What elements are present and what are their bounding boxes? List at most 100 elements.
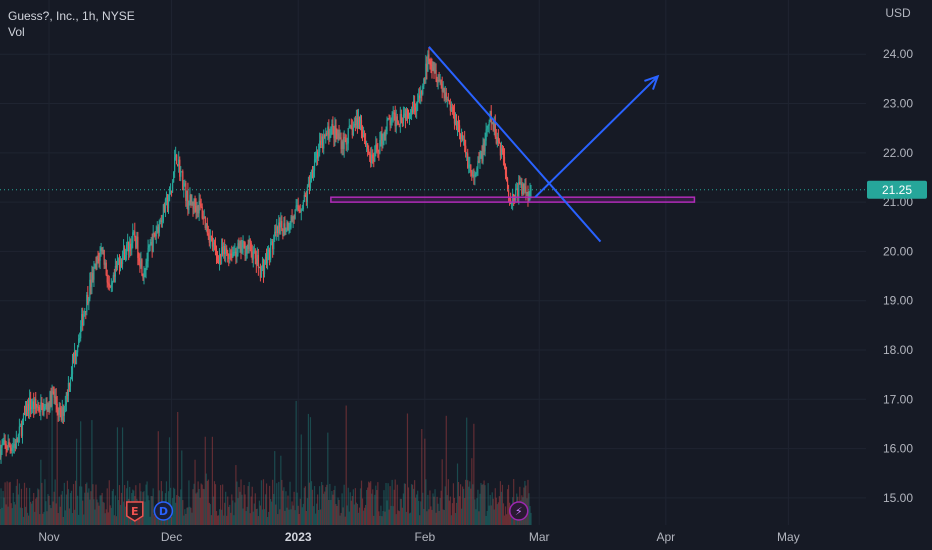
trendline[interactable] bbox=[428, 46, 602, 243]
volume-bar bbox=[285, 491, 287, 525]
candle-body bbox=[313, 159, 316, 171]
volume-bar bbox=[222, 484, 224, 525]
candle-body bbox=[369, 153, 371, 155]
volume-bar bbox=[331, 491, 333, 525]
volume-bar bbox=[343, 484, 345, 525]
volume-bar bbox=[479, 493, 481, 525]
candle-body bbox=[166, 197, 169, 209]
volume-bar bbox=[89, 499, 91, 525]
drawings[interactable] bbox=[0, 46, 866, 243]
volume-bar bbox=[496, 504, 498, 525]
volume-bar bbox=[40, 459, 42, 525]
volume-bar bbox=[209, 504, 211, 525]
volume-bar bbox=[157, 431, 159, 525]
candle-body bbox=[320, 140, 322, 145]
candle-body bbox=[358, 116, 361, 122]
candle-body bbox=[501, 148, 504, 152]
candle-body bbox=[405, 108, 408, 120]
candle-body bbox=[120, 261, 123, 265]
volume-bar bbox=[234, 502, 236, 525]
volume-bar bbox=[1, 507, 3, 525]
candle-body bbox=[145, 263, 147, 271]
event-markers[interactable]: E D ⚡ bbox=[126, 501, 529, 522]
volume-bar bbox=[419, 515, 421, 525]
candle-body bbox=[404, 113, 407, 120]
volume-bar bbox=[335, 504, 337, 525]
volume-bar bbox=[184, 509, 186, 525]
candle-body bbox=[110, 284, 112, 288]
candle-body bbox=[212, 242, 215, 247]
volume-bar bbox=[87, 492, 89, 525]
candle-body bbox=[147, 247, 149, 262]
time-axis[interactable]: Nov Dec 2023 Feb Mar Apr May bbox=[38, 530, 799, 544]
candle-body bbox=[323, 135, 325, 149]
volume-bar bbox=[416, 494, 418, 525]
volume-bar bbox=[358, 507, 361, 525]
candle-body bbox=[468, 164, 470, 168]
volume-bar bbox=[322, 485, 324, 525]
volume-bar bbox=[62, 516, 64, 525]
volume-bar bbox=[68, 508, 71, 525]
volume-bar bbox=[359, 488, 362, 525]
candle-body bbox=[127, 241, 129, 245]
volume-bar bbox=[311, 489, 314, 525]
volume-bar bbox=[303, 487, 305, 525]
candle-body bbox=[379, 139, 381, 153]
candle-body bbox=[217, 259, 220, 264]
volume-bar bbox=[72, 484, 75, 525]
volume-bar bbox=[434, 489, 436, 525]
volume-bar bbox=[333, 489, 335, 525]
candle-body bbox=[484, 140, 486, 152]
volume-bar bbox=[469, 481, 471, 525]
volume-bar bbox=[369, 482, 371, 525]
volume-bar bbox=[101, 492, 103, 525]
projection-arrow[interactable] bbox=[534, 75, 659, 198]
volume-bar bbox=[260, 480, 263, 525]
volume-bar bbox=[26, 512, 29, 525]
volume-bar bbox=[61, 491, 63, 525]
candle-body bbox=[354, 123, 356, 126]
volume-bar bbox=[286, 507, 288, 525]
candle-body bbox=[60, 409, 62, 421]
candle-body bbox=[98, 258, 100, 261]
volume-bar bbox=[448, 500, 450, 525]
volume-bar bbox=[247, 486, 249, 525]
candle-body bbox=[224, 245, 226, 254]
volume-bar bbox=[392, 506, 394, 525]
y-tick-label: 24.00 bbox=[883, 47, 913, 61]
volume-bar bbox=[200, 483, 202, 525]
candle-body bbox=[315, 151, 318, 159]
x-tick-label: Nov bbox=[38, 530, 59, 544]
price-axis[interactable]: USD 15.0016.0017.0018.0019.0020.0021.002… bbox=[867, 6, 927, 505]
candle-body bbox=[415, 107, 417, 112]
candle-body bbox=[24, 405, 27, 416]
candle-body bbox=[243, 241, 245, 243]
volume-bar bbox=[305, 511, 307, 525]
volume-bar bbox=[383, 490, 385, 525]
support-zone[interactable] bbox=[330, 196, 696, 203]
volume-bar bbox=[447, 479, 449, 525]
candle-body bbox=[378, 151, 380, 153]
volume-bar bbox=[353, 504, 355, 525]
volume-bar bbox=[207, 479, 209, 525]
candle-body bbox=[331, 123, 333, 127]
volume-bar bbox=[366, 489, 368, 525]
candle-body bbox=[260, 267, 263, 278]
candle-body bbox=[473, 175, 475, 177]
volume-bar bbox=[497, 502, 499, 525]
volume-bar bbox=[424, 438, 426, 525]
volume-bar bbox=[478, 511, 480, 525]
candle-body bbox=[488, 121, 490, 126]
volume-bar bbox=[414, 480, 416, 525]
volume-bar bbox=[88, 488, 90, 525]
volume-bar bbox=[488, 505, 490, 525]
volume-bar bbox=[431, 509, 433, 525]
candle-body bbox=[206, 223, 208, 234]
volume-bar bbox=[152, 488, 154, 525]
volume-bar bbox=[491, 492, 493, 525]
candle-body bbox=[334, 125, 336, 139]
volume-bar bbox=[226, 515, 228, 525]
candle-body bbox=[522, 183, 524, 195]
candle-body bbox=[6, 448, 8, 450]
